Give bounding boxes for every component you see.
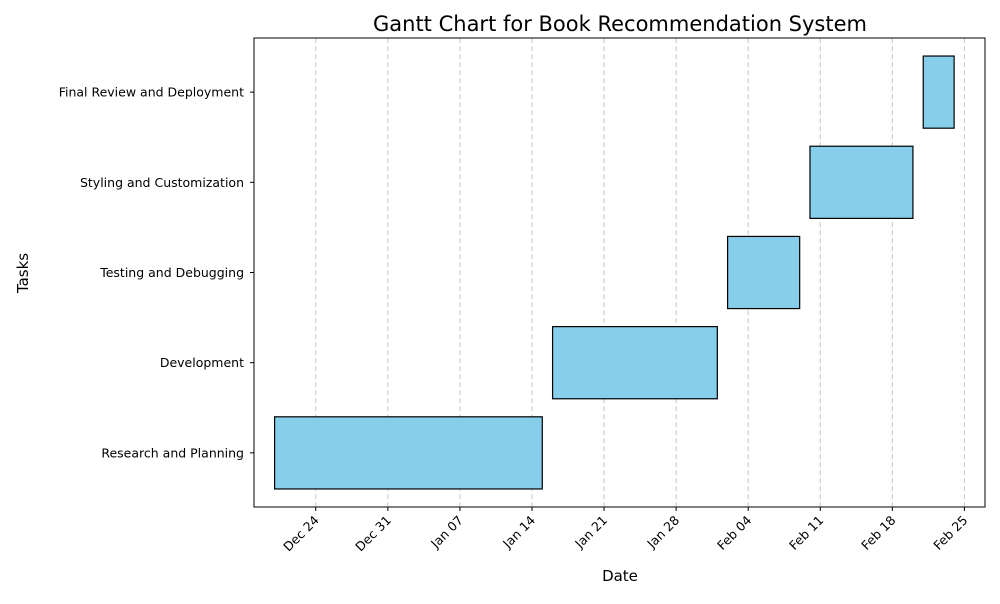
task-label: Testing and Debugging — [99, 265, 244, 280]
x-tick-label: Feb 25 — [930, 513, 970, 553]
task-bar — [809, 145, 914, 219]
x-tick-label: Jan 28 — [643, 512, 682, 551]
x-tick-label: Dec 31 — [352, 513, 394, 555]
x-tick-label: Dec 24 — [280, 512, 322, 554]
task-bar — [273, 416, 543, 490]
x-tick-label: Feb 18 — [858, 512, 898, 552]
task-bar — [922, 55, 955, 129]
y-axis-label: Tasks — [14, 253, 32, 294]
x-tick-label: Jan 21 — [571, 513, 610, 552]
task-bar — [727, 235, 801, 310]
task-label: Development — [160, 355, 244, 370]
task-label: Styling and Customization — [80, 175, 244, 190]
task-label: Final Review and Deployment — [59, 85, 244, 100]
x-tick-label: Jan 07 — [427, 513, 466, 552]
x-axis-label: Date — [602, 567, 638, 585]
chart-title: Gantt Chart for Book Recommendation Syst… — [373, 12, 867, 36]
x-tick-label: Feb 11 — [786, 513, 826, 553]
x-tick-label: Jan 14 — [499, 512, 538, 551]
bars-layer — [273, 55, 955, 490]
x-tick-label: Feb 04 — [714, 512, 754, 552]
task-bar — [551, 326, 718, 400]
task-label: Research and Planning — [101, 445, 244, 460]
